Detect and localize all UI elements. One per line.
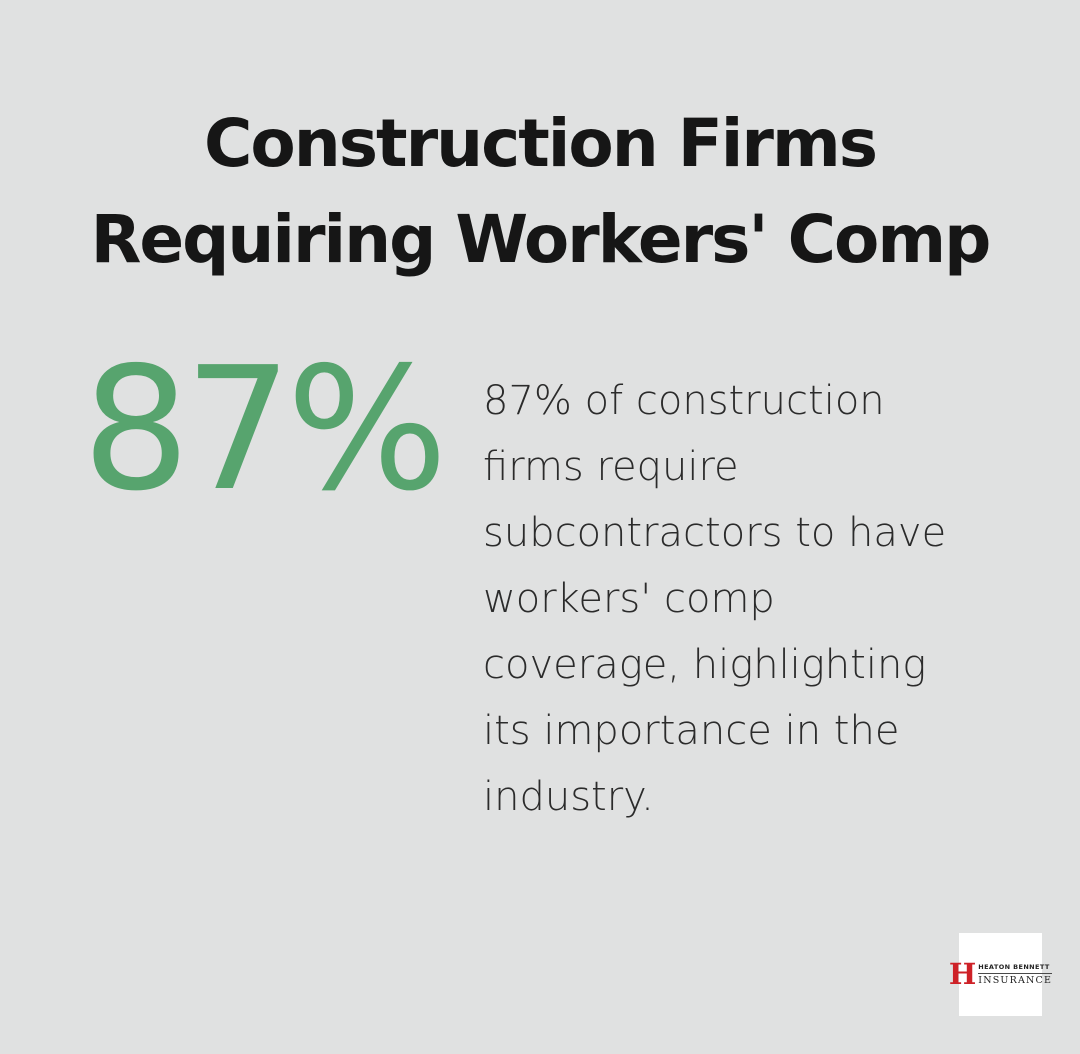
page-title: Construction Firms Requiring Workers' Co…	[0, 96, 1080, 288]
brand-logo-lockup: H HEATON BENNETT INSURANCE	[948, 957, 1053, 991]
brand-wordmark: HEATON BENNETT INSURANCE	[978, 963, 1053, 987]
brand-logo: H HEATON BENNETT INSURANCE	[949, 933, 1053, 1016]
brand-monogram-h: H	[948, 957, 977, 991]
stat-description-line: coverage, highlighting	[483, 642, 927, 688]
stat-description-line: subcontractors to have	[483, 510, 947, 556]
stat-description-line: industry.	[483, 774, 654, 820]
page-title-line-2: Requiring Workers' Comp	[90, 201, 992, 278]
stat-description-line: its importance in the	[483, 708, 900, 754]
brand-name-bottom: INSURANCE	[978, 975, 1053, 987]
brand-name-top: HEATON BENNETT	[978, 963, 1053, 974]
stat-value: 87%	[82, 331, 448, 529]
stat-description-line: workers' comp	[483, 576, 775, 622]
page-title-line-1: Construction Firms	[203, 105, 878, 182]
stat-description: 87% of construction firms require subcon…	[483, 368, 946, 830]
stat-description-line: firms require	[483, 444, 739, 490]
stat-description-line: 87% of construction	[483, 378, 885, 424]
